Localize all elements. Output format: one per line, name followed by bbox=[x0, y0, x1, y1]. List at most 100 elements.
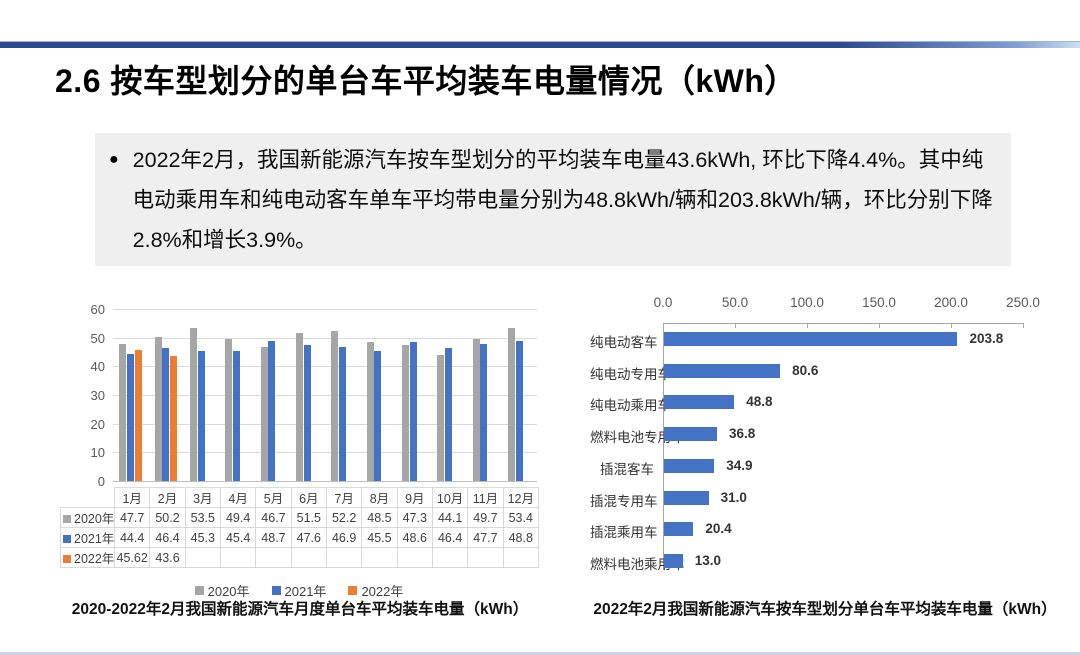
y-axis-label-20: 20 bbox=[90, 416, 105, 432]
x-axis-label-250.0: 250.0 bbox=[1006, 295, 1040, 310]
page-title: 2.6 按车型划分的单台车平均装车电量情况（kWh） bbox=[55, 63, 797, 99]
table-month-header-8月: 8月 bbox=[361, 487, 398, 508]
x-axis-label-200.0: 200.0 bbox=[934, 295, 968, 310]
y-axis-label-60: 60 bbox=[90, 302, 105, 317]
x-axis-tick-100.0 bbox=[807, 324, 808, 328]
table-row-label-2021年: 2021年 bbox=[60, 527, 115, 548]
table-cell-2021年-10月: 46.4 bbox=[431, 527, 469, 548]
x-axis-label-0.0: 0.0 bbox=[653, 295, 673, 310]
bar-2021年-11月 bbox=[480, 344, 488, 481]
table-cell-2022年-1月: 45.62 bbox=[113, 547, 151, 568]
value-label-插混专用车: 31.0 bbox=[720, 489, 747, 505]
table-cell-2020年-6月: 51.5 bbox=[290, 507, 327, 528]
legend-label: 2021年 bbox=[284, 584, 327, 599]
y-axis-label-50: 50 bbox=[90, 330, 105, 346]
x-axis-tick-150.0 bbox=[879, 324, 880, 328]
bar-插混专用车 bbox=[664, 490, 709, 505]
gridline-20 bbox=[113, 423, 537, 425]
table-cell-2022年-6月 bbox=[290, 547, 327, 568]
y-axis-label-10: 10 bbox=[90, 445, 105, 461]
vertical-axis-line bbox=[663, 323, 664, 570]
table-cell-2022年-5月 bbox=[255, 547, 292, 568]
table-cell-2020年-4月: 49.4 bbox=[219, 507, 257, 528]
bar-2022年-2月 bbox=[169, 356, 177, 481]
legend-swatch-icon bbox=[63, 535, 71, 543]
table-corner-cell bbox=[61, 488, 115, 508]
bar-2020年-11月 bbox=[472, 338, 480, 481]
table-cell-2021年-9月: 48.6 bbox=[396, 527, 433, 548]
bar-2020年-1月 bbox=[119, 344, 127, 481]
legend-swatch-icon bbox=[271, 586, 281, 595]
x-axis-label-50.0: 50.0 bbox=[721, 295, 749, 310]
bar-2021年-4月 bbox=[233, 350, 240, 481]
value-label-燃料电池专用车: 36.8 bbox=[728, 426, 756, 442]
category-label-纯电动乘用车: 纯电动乘用车 bbox=[590, 398, 671, 414]
table-cell-2022年-8月 bbox=[361, 547, 398, 568]
table-cell-2020年-12月: 53.4 bbox=[502, 507, 539, 528]
monthly-chart-legend: 2020年 2021年 2022年 bbox=[60, 581, 538, 600]
table-cell-2022年-12月 bbox=[502, 547, 539, 568]
bar-2020年-6月 bbox=[296, 333, 304, 481]
table-cell-2022年-9月 bbox=[396, 547, 433, 568]
table-cell-2020年-9月: 47.3 bbox=[396, 507, 433, 528]
legend-swatch-icon bbox=[194, 586, 204, 595]
table-month-header-9月: 9月 bbox=[396, 487, 433, 508]
bar-2021年-2月 bbox=[162, 348, 170, 481]
table-cell-2022年-7月 bbox=[325, 547, 363, 568]
monthly-chart-plot-area: 0 10 20 30 40 50 60 bbox=[91, 302, 537, 489]
bar-2021年-8月 bbox=[374, 350, 382, 481]
bar-插混客车 bbox=[664, 458, 715, 473]
table-row-2022年: 2022年 45.62 43.6 bbox=[60, 547, 539, 568]
table-cell-2020年-5月: 46.7 bbox=[255, 507, 292, 528]
table-month-header-4月: 4月 bbox=[219, 487, 257, 508]
bottom-edge-line bbox=[0, 652, 1080, 655]
y-axis-label-30: 30 bbox=[90, 388, 105, 403]
table-cell-2021年-2月: 46.4 bbox=[149, 527, 186, 548]
legend-label: 2022年 bbox=[361, 584, 404, 599]
value-label-纯电动客车: 203.8 bbox=[969, 331, 1004, 346]
table-month-header-10月: 10月 bbox=[431, 487, 469, 508]
bar-2020年-9月 bbox=[402, 345, 410, 481]
table-cell-2020年-1月: 47.7 bbox=[113, 507, 151, 528]
table-cell-2021年-5月: 48.7 bbox=[255, 527, 292, 548]
horizontal-axis-line bbox=[663, 323, 1024, 324]
table-month-header-3月: 3月 bbox=[184, 487, 221, 508]
category-label-插混乘用车: 插混乘用车 bbox=[590, 525, 658, 541]
legend-label: 2020年 bbox=[207, 584, 250, 599]
monthly-bar-chart: 0 10 20 30 40 50 60 1月 2月 3月 4月 5月 6月 7月 8月 9月 10月 11月 12… bbox=[60, 295, 540, 640]
bytype-chart-caption: 2022年2月我国新能源汽车按车型划分单台车平均装车电量（kWh） bbox=[593, 601, 1057, 618]
bar-2020年-12月 bbox=[508, 327, 516, 481]
legend-swatch-icon bbox=[63, 555, 71, 563]
value-label-插混客车: 34.9 bbox=[726, 457, 753, 473]
bar-2021年-6月 bbox=[303, 344, 311, 481]
bar-2021年-12月 bbox=[515, 341, 523, 481]
bar-2020年-7月 bbox=[331, 331, 339, 481]
table-month-header-5月: 5月 bbox=[255, 487, 292, 508]
table-row-2020年: 2020年 47.7 50.2 53.5 49.4 46.7 51.5 52.2 48.5 47.… bbox=[60, 507, 539, 528]
table-month-header-2月: 2月 bbox=[149, 487, 186, 508]
bar-纯电动专用车 bbox=[664, 363, 781, 378]
bar-2021年-10月 bbox=[445, 348, 452, 481]
bar-2020年-3月 bbox=[190, 327, 198, 481]
bar-2020年-8月 bbox=[366, 341, 374, 481]
table-cell-2022年-2月: 43.6 bbox=[149, 547, 186, 568]
category-label-插混客车: 插混客车 bbox=[600, 461, 654, 477]
y-axis-label-0: 0 bbox=[97, 474, 105, 489]
table-cell-2021年-6月: 47.6 bbox=[290, 527, 327, 548]
summary-text: 2022年2月，我国新能源汽车按车型划分的平均装车电量43.6kWh, 环比下降… bbox=[132, 148, 993, 252]
bar-纯电动乘用车 bbox=[664, 395, 735, 410]
gridline-30 bbox=[113, 395, 537, 396]
table-month-header-12月: 12月 bbox=[502, 487, 539, 508]
summary-note-box: ● 2022年2月，我国新能源汽车按车型划分的平均装车电量43.6kWh, 环比… bbox=[95, 133, 1011, 266]
monthly-chart-caption: 2020-2022年2月我国新能源汽车月度单台车平均装车电量（kWh） bbox=[71, 601, 529, 618]
table-cell-2020年-8月: 48.5 bbox=[361, 507, 398, 528]
table-cell-2022年-10月 bbox=[431, 547, 469, 568]
table-cell-2021年-4月: 45.4 bbox=[219, 527, 257, 548]
monthly-data-table: 1月 2月 3月 4月 5月 6月 7月 8月 9月 10月 11月 12月 2020年 47.7 50.2… bbox=[60, 487, 539, 568]
header-divider-line bbox=[0, 41, 1080, 48]
legend-item-2021年: 2021年 bbox=[271, 581, 327, 600]
table-cell-2021年-3月: 45.3 bbox=[184, 527, 221, 548]
table-cell-2021年-12月: 48.8 bbox=[502, 527, 539, 548]
x-axis-tick-250.0 bbox=[1023, 324, 1024, 328]
x-axis-label-150.0: 150.0 bbox=[862, 295, 896, 310]
